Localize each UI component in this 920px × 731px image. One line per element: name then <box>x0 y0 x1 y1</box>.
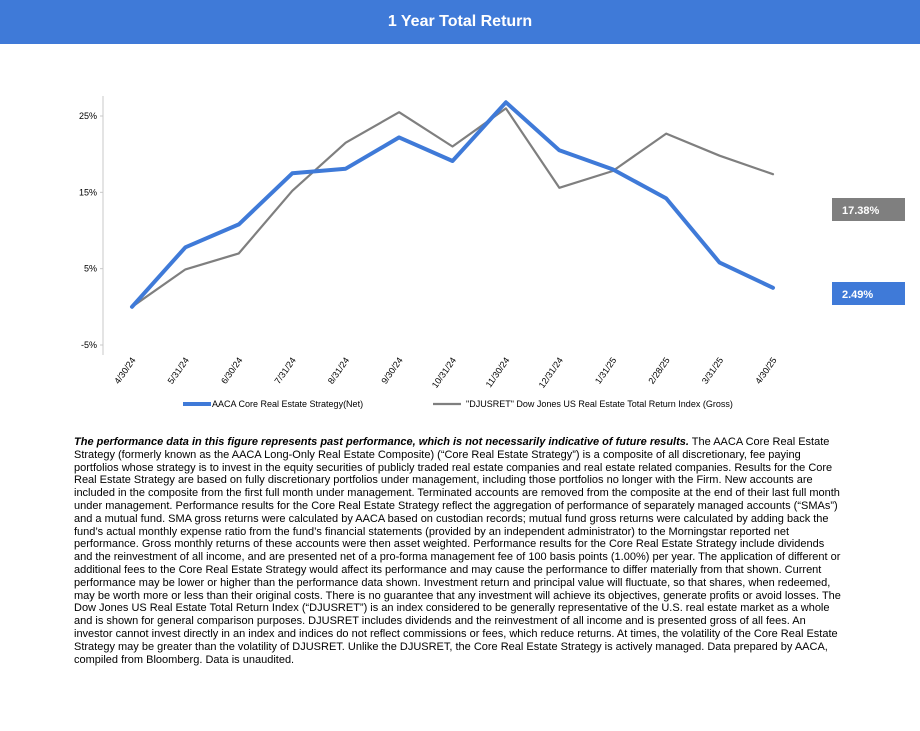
x-tick-label: 5/31/24 <box>166 355 191 385</box>
djusret-end-label-box <box>832 198 905 221</box>
performance-disclaimer: The performance data in this figure repr… <box>74 436 842 666</box>
x-tick-label: 10/31/24 <box>430 355 458 389</box>
x-tick-label: 11/30/24 <box>484 355 512 389</box>
x-tick-label: 7/31/24 <box>272 355 297 385</box>
aaca-end-label-box <box>832 282 905 305</box>
line-chart: -5% 5% 15% 25% 4/30/24 5/31/24 6/30/24 7/31/24 8… <box>79 96 905 409</box>
x-tick-label: 2/28/25 <box>646 355 671 385</box>
aaca-series-line <box>130 100 775 309</box>
x-tick-label: 8/31/24 <box>326 355 351 385</box>
x-tick-label: 12/31/24 <box>537 355 565 389</box>
djusret-end-label: 17.38% <box>842 205 880 217</box>
x-tick-label: 6/30/24 <box>219 355 244 385</box>
disclaimer-body: The AACA Core Real Estate Strategy (form… <box>74 436 841 666</box>
legend-djusret-label: "DJUSRET" Dow Jones US Real Estate Total… <box>466 399 733 409</box>
y-tick-label: 5% <box>84 264 97 274</box>
y-tick-label: 25% <box>79 111 97 121</box>
y-tick-label: 15% <box>79 187 97 197</box>
x-tick-label: 3/31/25 <box>700 355 725 385</box>
x-tick-label: 4/30/25 <box>753 355 778 385</box>
legend-aaca-label: AACA Core Real Estate Strategy(Net) <box>212 399 363 409</box>
disclaimer-lead: The performance data in this figure repr… <box>74 436 689 448</box>
x-tick-label: 1/31/25 <box>593 355 618 385</box>
y-tick-label: -5% <box>81 340 97 350</box>
x-tick-label: 9/30/24 <box>379 355 404 385</box>
djusret-series-line <box>130 107 775 308</box>
chart-title: 1 Year Total Return <box>387 13 533 30</box>
x-tick-label: 4/30/24 <box>112 355 137 385</box>
chart-title-bar: 1 Year Total Return <box>0 0 920 44</box>
aaca-end-label: 2.49% <box>842 289 873 301</box>
